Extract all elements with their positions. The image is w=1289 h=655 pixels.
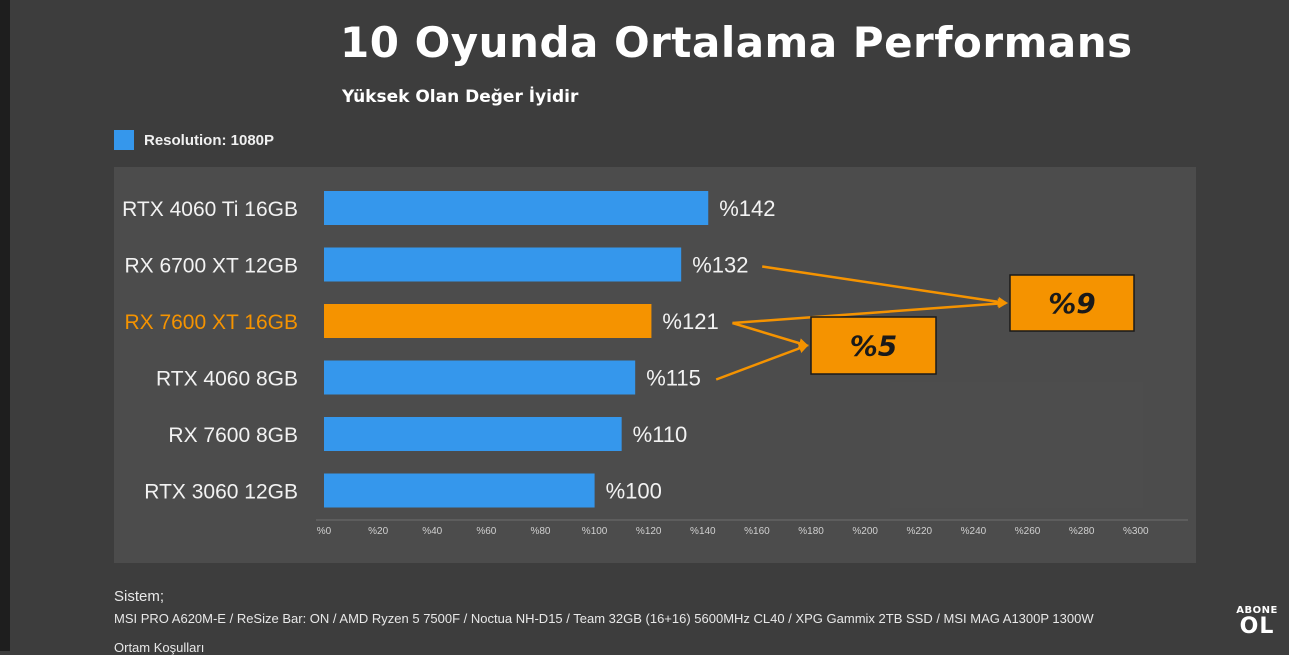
system-heading: Sistem; bbox=[114, 588, 165, 605]
x-tick-label: %60 bbox=[476, 526, 496, 537]
bar-rx-6700-xt-12gb bbox=[324, 247, 682, 282]
x-tick-label: %200 bbox=[852, 526, 878, 537]
x-tick-label: %180 bbox=[798, 526, 824, 537]
x-tick-label: %40 bbox=[422, 526, 442, 537]
value-label-rtx-3060-12gb: %100 bbox=[606, 479, 662, 504]
subscribe-logo[interactable]: ABONE OL bbox=[1233, 606, 1281, 638]
annotation-arrow bbox=[715, 343, 809, 381]
plot-panel bbox=[114, 167, 1196, 563]
bar-rx-7600-8gb bbox=[324, 417, 622, 451]
annotation-arrow bbox=[732, 321, 809, 348]
annotation-label: %5 bbox=[850, 330, 898, 363]
annotation-box bbox=[810, 316, 937, 375]
system-info: Sistem; MSI PRO A620M-E / ReSize Bar: ON… bbox=[114, 588, 1094, 655]
x-tick-label: %140 bbox=[690, 526, 716, 537]
x-tick-label: %280 bbox=[1069, 526, 1095, 537]
annotation-box bbox=[1009, 274, 1135, 332]
x-tick-label: %220 bbox=[907, 526, 933, 537]
x-tick-label: %20 bbox=[368, 526, 388, 537]
subscribe-logo-top: ABONE bbox=[1236, 605, 1278, 616]
left-edge-strip bbox=[0, 0, 10, 651]
value-label-rtx-4060-8gb: %115 bbox=[646, 366, 701, 391]
annotation-label: %9 bbox=[1048, 287, 1096, 320]
bar-rtx-4060-8gb bbox=[324, 360, 636, 395]
value-label-rx-7600-xt-16gb: %121 bbox=[662, 309, 718, 334]
chart-subtitle: Yüksek Olan Değer İyidir bbox=[342, 87, 579, 107]
bar-rx-7600-xt-16gb bbox=[324, 304, 652, 338]
environment-note: Ortam Koşulları bbox=[114, 640, 205, 655]
value-label-rx-6700-xt-12gb: %132 bbox=[692, 253, 748, 278]
category-label-rtx-3060-12gb: RTX 3060 12GB bbox=[144, 481, 298, 504]
annotation-arrow bbox=[732, 298, 1008, 325]
annotation-arrow bbox=[762, 265, 1008, 307]
x-tick-label: %240 bbox=[961, 526, 987, 537]
x-tick-label: %300 bbox=[1123, 526, 1149, 537]
bar-rtx-4060-ti-16gb bbox=[324, 191, 709, 225]
x-tick-label: %120 bbox=[636, 526, 662, 537]
chart-title: 10 Oyunda Ortalama Performans bbox=[340, 18, 1133, 67]
x-tick-label: %260 bbox=[1015, 526, 1041, 537]
value-label-rtx-4060-ti-16gb: %142 bbox=[719, 196, 775, 221]
legend-swatch bbox=[114, 130, 134, 150]
bar-rtx-3060-12gb bbox=[324, 473, 595, 508]
x-tick-label: %80 bbox=[530, 526, 550, 537]
value-label-rx-7600-8gb: %110 bbox=[633, 422, 688, 447]
category-label-rtx-4060-ti-16gb: RTX 4060 Ti 16GB bbox=[122, 198, 298, 221]
x-tick-label: %100 bbox=[582, 526, 608, 537]
system-specs: MSI PRO A620M-E / ReSize Bar: ON / AMD R… bbox=[114, 611, 1094, 626]
chart-legend: Resolution: 1080P bbox=[114, 130, 274, 150]
category-label-rx-6700-xt-12gb: RX 6700 XT 12GB bbox=[124, 255, 298, 278]
category-label-rx-7600-xt-16gb: RX 7600 XT 16GB bbox=[124, 311, 298, 334]
x-tick-label: %160 bbox=[744, 526, 770, 537]
subscribe-logo-bottom: OL bbox=[1239, 614, 1275, 639]
x-tick-label: %0 bbox=[317, 526, 332, 537]
legend-label: Resolution: 1080P bbox=[144, 131, 275, 149]
category-label-rtx-4060-8gb: RTX 4060 8GB bbox=[156, 368, 298, 391]
category-label-rx-7600-8gb: RX 7600 8GB bbox=[168, 424, 298, 447]
